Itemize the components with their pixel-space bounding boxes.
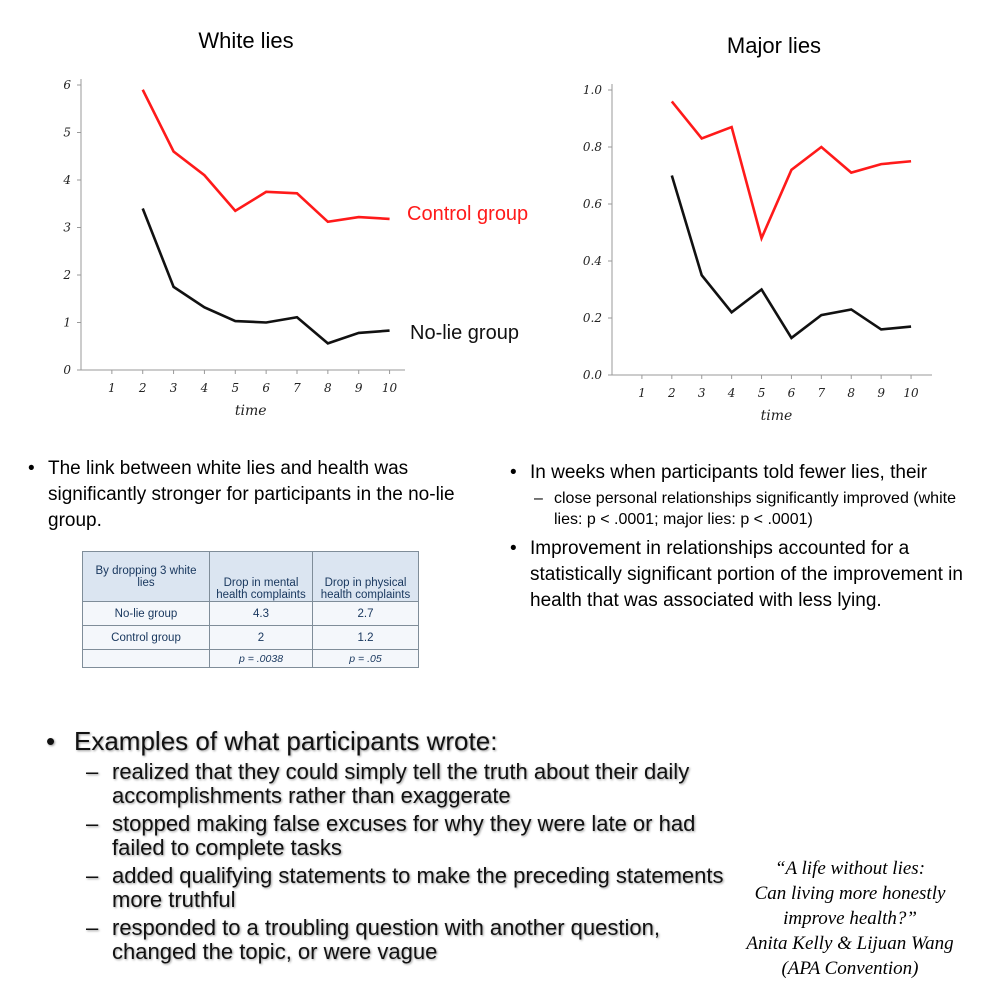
- major-lies-chart: 0.0 0.2 0.4 0.6 0.8 1.0 1 2 3 4 5 6 7 8 9 10 time: [583, 83, 932, 424]
- sub-bullet-relationships: close personal relationships significant…: [530, 488, 988, 530]
- x-tick-label: 1: [108, 381, 116, 395]
- table-cell: [82, 649, 210, 668]
- table-cell: No-lie group: [82, 601, 210, 626]
- y-tick-label: 1: [63, 316, 71, 330]
- y-tick-label: 2: [62, 268, 71, 282]
- table-header-cell: Drop in physical health complaints: [312, 551, 419, 602]
- citation-line: Can living more honestly: [754, 883, 946, 904]
- citation-line: “A life without lies:: [774, 858, 926, 879]
- x-tick-label: 2: [138, 381, 147, 395]
- x-tick-label: 4: [200, 381, 209, 395]
- x-tick-label: 8: [324, 381, 332, 395]
- x-axis-title: time: [761, 408, 793, 424]
- table-cell: 2.7: [312, 601, 419, 626]
- left-bullets: The link between white lies and health w…: [26, 456, 496, 534]
- citation-line: improve health?”: [783, 908, 917, 929]
- x-tick-label: 9: [355, 381, 363, 395]
- x-tick-label: 4: [727, 386, 736, 400]
- x-tick-label: 1: [638, 386, 646, 400]
- y-tick-label: 0.4: [583, 254, 602, 268]
- table-cell: 1.2: [312, 625, 419, 650]
- chart-title-major-lies: Major lies: [726, 33, 822, 58]
- series-line-no-lie-group: [670, 175, 912, 340]
- chart-title-white-lies: White lies: [198, 28, 294, 53]
- x-tick-label: 6: [788, 386, 796, 400]
- y-tick-label: 0: [63, 363, 71, 377]
- x-tick-label: 10: [903, 386, 919, 400]
- x-tick-label: 6: [262, 381, 270, 395]
- x-tick-label: 3: [698, 386, 706, 400]
- bullet-white-lies-link: The link between white lies and health w…: [26, 456, 496, 534]
- y-tick-label: 5: [63, 126, 71, 140]
- series-label-no-lie-group: No-lie group: [410, 322, 519, 344]
- x-tick-label: 8: [847, 386, 855, 400]
- x-tick-label: 3: [170, 381, 178, 395]
- right-bullets: In weeks when participants told fewer li…: [508, 460, 988, 614]
- y-tick-label: 0.6: [583, 197, 602, 211]
- x-tick-label: 5: [231, 381, 239, 395]
- examples-heading: Examples of what participants wrote:: [42, 726, 742, 756]
- table-cell: Control group: [82, 625, 210, 650]
- y-tick-label: 6: [63, 78, 71, 92]
- table-cell: 2: [209, 625, 313, 650]
- example-item: realized that they could simply tell the…: [86, 760, 742, 808]
- citation-line: (APA Convention): [781, 958, 919, 979]
- table-header-cell: Drop in mental health complaints: [209, 551, 313, 602]
- table-cell: 4.3: [209, 601, 313, 626]
- bullet-improvement: Improvement in relationships accounted f…: [508, 536, 988, 614]
- bullet-fewer-lies: In weeks when participants told fewer li…: [508, 460, 988, 486]
- x-tick-label: 10: [382, 381, 398, 395]
- y-tick-label: 3: [63, 221, 71, 235]
- white-lies-chart: 0 1 2 3 4 5 6 1 2 3 4 5 6 7 8 9 10 time Control group No-li…: [62, 78, 528, 419]
- series-line-control-group: [141, 89, 390, 224]
- examples-section: Examples of what participants wrote: rea…: [42, 726, 742, 964]
- x-tick-label: 7: [293, 381, 301, 395]
- table-header-cell: By dropping 3 white lies: [82, 551, 210, 602]
- y-tick-label: 0.0: [583, 368, 602, 382]
- y-tick-label: 0.2: [583, 311, 602, 325]
- x-tick-label: 9: [877, 386, 885, 400]
- example-item: responded to a troubling question with a…: [86, 916, 742, 964]
- table-cell-p-value: p = .05: [312, 649, 419, 668]
- y-tick-label: 4: [62, 173, 71, 187]
- citation-line: Anita Kelly & Lijuan Wang: [746, 933, 954, 954]
- x-tick-label: 5: [758, 386, 766, 400]
- citation: “A life without lies: Can living more ho…: [720, 856, 980, 981]
- example-item: stopped making false excuses for why the…: [86, 812, 742, 860]
- x-axis-title: time: [235, 403, 267, 419]
- x-tick-label: 7: [818, 386, 826, 400]
- series-line-no-lie-group: [141, 208, 390, 345]
- x-tick-label: 2: [667, 386, 676, 400]
- y-tick-label: 0.8: [583, 140, 602, 154]
- series-label-control-group: Control group: [407, 203, 528, 225]
- y-tick-label: 1.0: [583, 83, 602, 97]
- example-item: added qualifying statements to make the …: [86, 864, 742, 912]
- table-cell-p-value: p = .0038: [209, 649, 313, 668]
- results-table: By dropping 3 white lies Drop in mental …: [82, 551, 419, 668]
